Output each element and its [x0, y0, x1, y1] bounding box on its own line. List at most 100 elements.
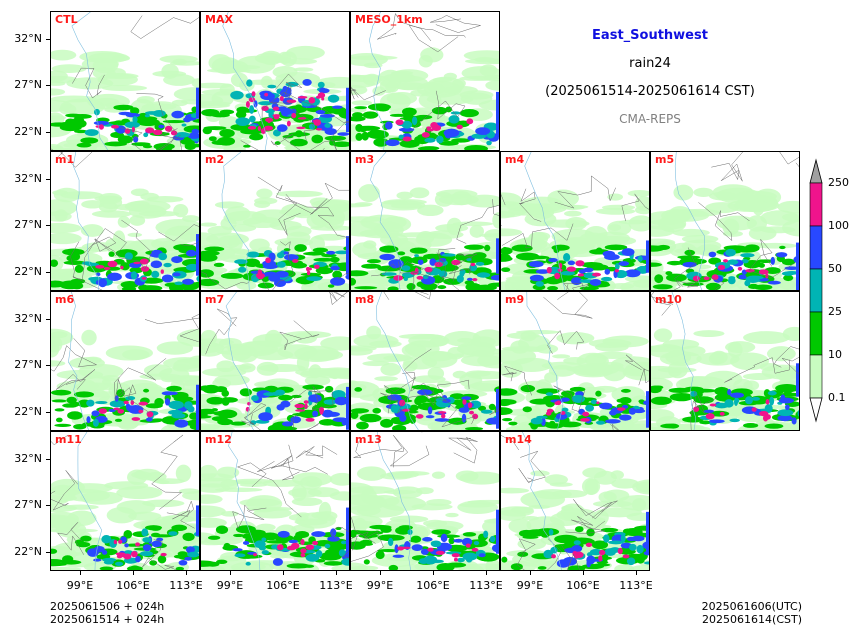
rain-extreme: [426, 128, 434, 132]
lon-tick: [186, 571, 187, 575]
rain-moderate: [154, 398, 164, 407]
rain-light: [62, 504, 99, 510]
rain-moderate: [501, 407, 513, 415]
rain-moderate: [569, 386, 586, 392]
rain-light: [431, 471, 446, 479]
rain-light: [56, 380, 99, 392]
colorbar-level-label: 0.1: [828, 391, 846, 404]
rain-light: [286, 231, 311, 244]
rain-heavy: [238, 266, 247, 273]
rain-moderate: [651, 385, 662, 394]
footer-valid-cst: 2025061614(CST): [702, 613, 802, 626]
rain-moderate: [54, 423, 72, 427]
rain-light: [459, 503, 496, 508]
rain-moderate: [554, 534, 579, 544]
lon-tick: [230, 571, 231, 575]
rain-heavy: [108, 408, 116, 413]
rain-heavy: [456, 275, 464, 283]
rain-extreme: [321, 97, 325, 101]
lon-tick-label: 106°E: [266, 579, 300, 592]
rain-light: [305, 480, 320, 488]
rain-extreme: [265, 117, 274, 123]
rain-extreme: [545, 411, 552, 416]
rain-extreme: [453, 558, 458, 562]
rain-light: [501, 347, 537, 365]
rain-moderate: [398, 525, 413, 531]
rain-heavy: [422, 537, 433, 542]
rain-heavy: [130, 271, 138, 280]
rain-light: [136, 96, 155, 104]
rain-heavy: [196, 87, 199, 119]
rain-extreme: [456, 124, 463, 130]
rain-moderate: [410, 535, 422, 543]
rain-moderate: [238, 108, 258, 113]
rain-moderate: [261, 532, 280, 541]
rain-light: [594, 342, 629, 352]
rain-light: [245, 495, 283, 513]
rain-moderate: [366, 259, 381, 264]
rain-moderate: [121, 286, 137, 290]
rain-extreme: [582, 411, 590, 417]
rain-light: [175, 464, 192, 483]
variable-title: rain24: [629, 56, 671, 71]
rain-heavy: [535, 269, 550, 274]
rain-light: [51, 566, 82, 570]
rain-moderate: [51, 548, 58, 554]
rain-light: [447, 346, 465, 360]
rain-extreme: [276, 544, 284, 551]
rain-heavy: [605, 419, 621, 424]
rain-moderate: [600, 527, 619, 533]
rain-heavy: [263, 392, 276, 397]
rain-light: [101, 374, 120, 381]
panel-label: m3: [355, 153, 375, 166]
rain-moderate: [289, 138, 308, 147]
rain-moderate: [501, 246, 508, 254]
rain-moderate: [65, 113, 82, 118]
rain-light: [335, 283, 349, 290]
rain-heavy: [345, 274, 349, 280]
rain-extreme: [451, 259, 461, 266]
rain-moderate: [201, 415, 212, 419]
rain-moderate: [366, 129, 389, 139]
rain-moderate: [171, 524, 188, 532]
panel-label: m8: [355, 293, 375, 306]
rain-moderate: [782, 387, 793, 394]
rain-light: [277, 344, 318, 360]
rain-moderate: [651, 262, 663, 267]
rain-light: [760, 210, 799, 226]
rain-light: [220, 510, 239, 517]
rain-light: [81, 200, 104, 209]
rain-extreme: [765, 399, 770, 405]
rain-light: [201, 464, 218, 480]
rain-moderate: [184, 143, 196, 150]
rain-light: [202, 367, 247, 377]
rain-heavy: [114, 561, 124, 566]
rain-heavy: [420, 548, 429, 555]
rain-heavy: [403, 277, 408, 281]
rain-moderate: [327, 284, 335, 288]
rain-moderate: [763, 389, 771, 398]
rain-moderate: [779, 245, 786, 250]
rain-moderate: [266, 540, 289, 544]
rain-moderate: [76, 142, 92, 148]
footer-valid: 2025061606(UTC) 2025061614(CST): [702, 600, 802, 626]
rain-moderate: [51, 558, 64, 564]
rain-heavy: [411, 544, 423, 552]
rain-moderate: [70, 282, 84, 290]
rain-light: [156, 341, 194, 355]
rain-heavy: [390, 404, 398, 413]
rain-extreme: [263, 125, 274, 131]
rain-heavy: [585, 404, 594, 412]
rain-light: [464, 383, 499, 392]
rain-light: [411, 503, 453, 511]
rain-moderate: [465, 282, 482, 290]
rain-moderate: [616, 398, 625, 403]
rain-extreme: [308, 97, 316, 104]
panel-m14: m14: [500, 431, 650, 571]
rain-light: [276, 190, 323, 198]
river-lines: [376, 432, 412, 570]
rain-moderate: [62, 248, 85, 256]
rain-light: [201, 477, 239, 488]
rain-heavy: [125, 112, 141, 118]
rain-extreme: [554, 401, 560, 406]
